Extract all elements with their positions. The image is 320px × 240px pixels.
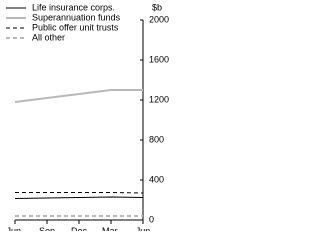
legend-label: Superannuation funds	[32, 12, 121, 22]
y-tick-label: 2000	[149, 14, 169, 24]
series-line	[14, 89, 143, 103]
legend-label: Public offer unit trusts	[32, 22, 119, 32]
y-tick-label: 400	[149, 174, 164, 184]
legend-label: All other	[32, 32, 65, 42]
y-tick-label: 0	[149, 214, 154, 224]
legend-label: Life insurance corps.	[32, 2, 115, 12]
x-tick-label: Jun 2010	[5, 226, 25, 231]
y-tick-label: 1600	[149, 54, 169, 64]
x-tick-label: Sep	[39, 226, 55, 231]
y-unit: $b	[152, 2, 162, 12]
chart: $b 0 400 800 1200 1600 2000 Jun 2010 Sep Dec Mar …	[5, 2, 169, 231]
x-tick-label: Jun	[136, 226, 151, 231]
series-line	[15, 192, 144, 194]
x-tick-label: Mar 2011	[101, 226, 120, 231]
y-tick-label: 800	[149, 134, 164, 144]
x-tick-label: Dec	[71, 226, 88, 231]
y-tick-label: 1200	[149, 94, 169, 104]
series-line	[14, 196, 144, 199]
